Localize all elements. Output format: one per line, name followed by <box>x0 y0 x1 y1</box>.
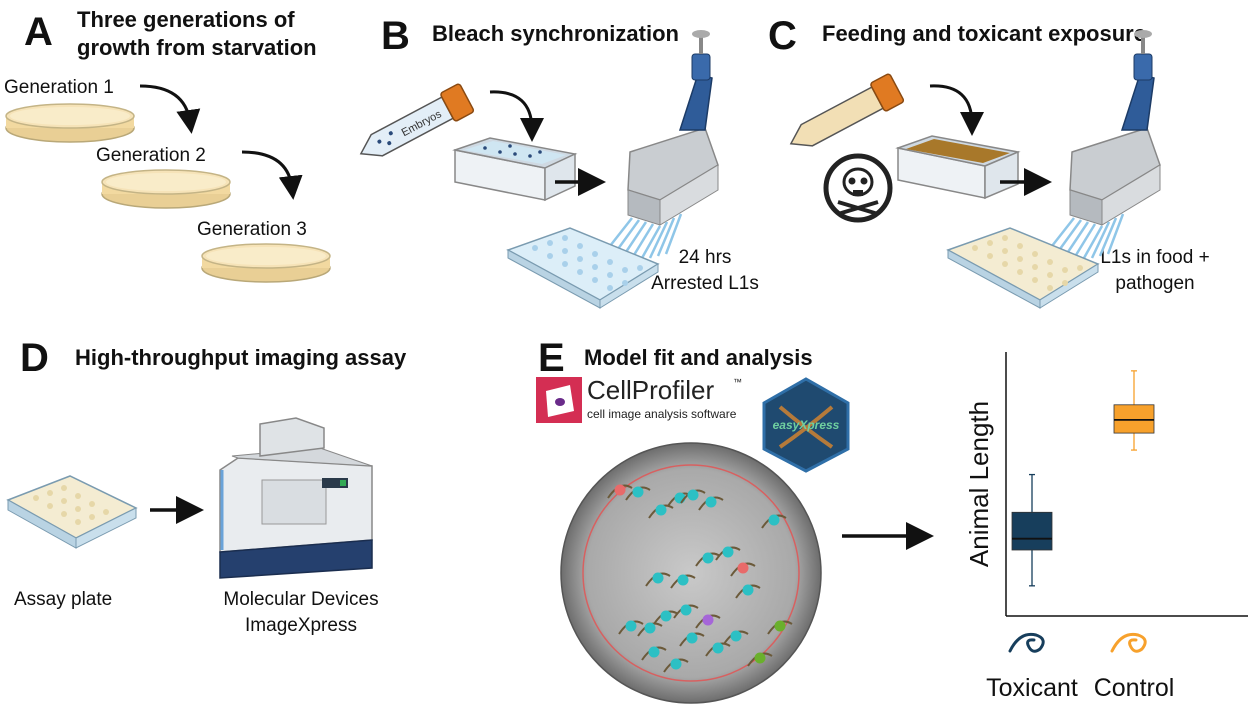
box-control <box>1113 370 1155 451</box>
y-axis-label: Animal Length <box>964 401 994 567</box>
box-body <box>1011 511 1053 551</box>
panel-b-title: Bleach synchronization <box>432 21 679 46</box>
petri-dish-icon <box>5 103 135 143</box>
worm-detection-marker <box>722 546 734 558</box>
worm-detection-marker <box>680 604 692 616</box>
panel-e-title: Model fit and analysis <box>584 345 813 370</box>
worm-detection-marker <box>730 630 742 642</box>
panel-b-note-line2: Arrested L1s <box>651 273 759 294</box>
worm-detection-marker <box>705 496 717 508</box>
box-toxicant <box>1011 473 1053 587</box>
well-plate-icon <box>946 227 1100 309</box>
worm-detection-marker <box>774 620 786 632</box>
generation-2-label: Generation 2 <box>96 145 206 166</box>
cellprofiler-tagline: cell image analysis software <box>587 407 737 421</box>
panel-c-title: Feeding and toxicant exposure <box>822 21 1146 46</box>
imagexpress-instrument-icon <box>219 417 373 579</box>
panel-d-letter: D <box>20 336 49 380</box>
petri-dish-icon <box>201 243 331 283</box>
worm-detection-marker <box>652 572 664 584</box>
device-label-line1: Molecular Devices <box>223 589 379 610</box>
cellprofiler-name: CellProfiler <box>587 375 715 405</box>
curved-arrow-icon <box>929 84 984 136</box>
worm-detection-marker <box>702 614 714 626</box>
panel-c-letter: C <box>768 14 797 58</box>
worm-detection-marker <box>648 646 660 658</box>
worm-icon <box>1008 632 1045 653</box>
panel-d-title: High-throughput imaging assay <box>75 345 407 370</box>
panel-e-letter: E <box>538 336 565 380</box>
worm-detection-marker <box>742 584 754 596</box>
box-plot-chart: Animal Length Toxicant Control <box>964 352 1248 702</box>
worm-detection-marker <box>712 642 724 654</box>
panel-a-title-line2: growth from starvation <box>77 35 317 60</box>
worm-detection-marker <box>644 622 656 634</box>
chart-axes <box>1005 352 1248 617</box>
assay-plate-label: Assay plate <box>14 589 113 610</box>
panel-c-note-line1: L1s in food + <box>1100 247 1210 268</box>
panel-e-arrow <box>842 522 934 550</box>
multichannel-pipette-icon <box>1051 30 1161 259</box>
box-body <box>1113 404 1155 434</box>
worm-detection-marker <box>687 489 699 501</box>
curved-arrow-icon <box>241 150 303 200</box>
worm-detections <box>607 484 793 673</box>
curved-arrow-icon <box>139 84 201 134</box>
well-plate-icon <box>506 227 660 309</box>
food-tube-icon <box>789 73 905 147</box>
panel-b-graphics: Embryos <box>359 30 719 309</box>
panel-a-graphics <box>5 84 331 283</box>
panel-a-title-line1: Three generations of <box>77 7 295 32</box>
worm-detection-marker <box>754 652 766 664</box>
generation-3-label: Generation 3 <box>197 219 307 240</box>
cellprofiler-logo-icon <box>536 377 582 423</box>
curved-arrow-icon <box>489 90 544 142</box>
well-microscopy-image <box>560 442 822 704</box>
worm-detection-marker <box>686 632 698 644</box>
category-label-toxicant: Toxicant <box>986 674 1078 702</box>
worm-detection-marker <box>660 610 672 622</box>
food-reservoir-icon <box>895 135 1021 200</box>
generation-1-label: Generation 1 <box>4 77 114 98</box>
multichannel-pipette-icon <box>609 30 719 259</box>
panel-c-graphics <box>789 30 1161 309</box>
easyxpress-hex-logo: easyXpress <box>762 377 850 473</box>
category-label-control: Control <box>1094 674 1175 702</box>
petri-dish-icon <box>101 169 231 209</box>
device-label-line2: ImageXpress <box>245 615 357 636</box>
worm-detection-marker <box>614 484 626 496</box>
cellprofiler-logo: CellProfiler ™ cell image analysis softw… <box>536 375 742 425</box>
panel-b-note-line1: 24 hrs <box>678 247 732 268</box>
worm-detection-marker <box>677 574 689 586</box>
worm-detection-marker <box>655 504 667 516</box>
hex-logo-text: easyXpress <box>773 418 840 432</box>
worm-detection-marker <box>625 620 637 632</box>
panel-a-letter: A <box>24 10 53 54</box>
reservoir-icon <box>452 137 578 202</box>
assay-plate-icon <box>6 475 138 549</box>
cellprofiler-tm: ™ <box>733 377 742 387</box>
worm-detection-marker <box>670 658 682 670</box>
worm-detection-marker <box>737 562 749 574</box>
worm-detection-marker <box>768 514 780 526</box>
panel-b-letter: B <box>381 14 410 58</box>
worm-detection-marker <box>702 552 714 564</box>
skull-crossbones-icon <box>823 153 893 223</box>
panel-d-graphics <box>6 417 373 579</box>
panel-c-note-line2: pathogen <box>1115 273 1195 294</box>
worm-icon <box>1110 632 1147 653</box>
worm-detection-marker <box>632 486 644 498</box>
